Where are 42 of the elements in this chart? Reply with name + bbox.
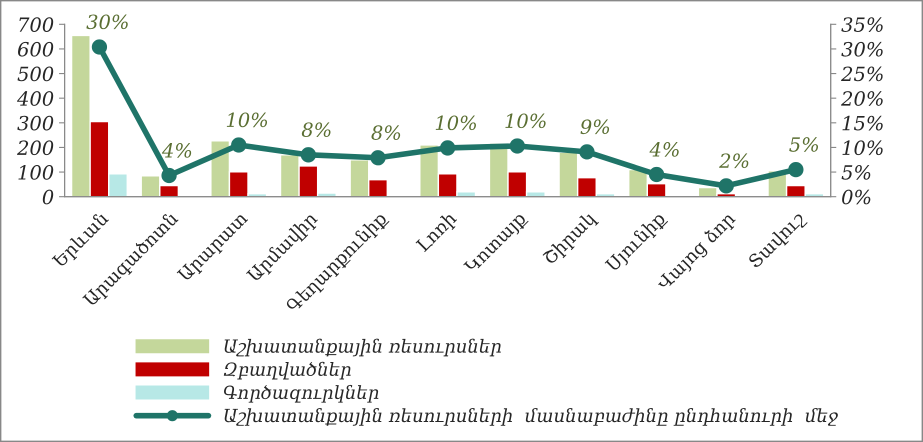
y2-tick-label: 35% (841, 17, 883, 32)
y-tick-label: 500 (18, 66, 54, 82)
y-tick-label: 600 (18, 42, 54, 57)
y-tick-label: 300 (17, 116, 54, 130)
y2-tick-label: 10% (842, 140, 883, 156)
point (161, 168, 177, 184)
point (370, 150, 386, 166)
y-tick-label: 400 (17, 91, 54, 106)
y2-tick-label: 15% (842, 116, 883, 130)
data-label: 9% (580, 119, 610, 134)
y2-tick-label: 20% (841, 91, 883, 106)
legend-label: Գործազուրկներ (224, 384, 378, 403)
data-label: 30% (86, 14, 128, 30)
point (648, 166, 664, 182)
data-label: 4% (649, 142, 679, 157)
point (92, 39, 108, 55)
data-label: 4% (162, 143, 192, 158)
data-label: 8% (371, 125, 400, 140)
data-label: 10% (226, 112, 268, 128)
y2-tick-label: 30% (841, 42, 883, 57)
data-label: 5% (789, 137, 818, 152)
y-tick-label: 700 (19, 17, 54, 32)
legend-label: Աշխատանքային ռեսուրսներ (224, 338, 501, 356)
data-label: 8% (302, 122, 330, 138)
point (300, 147, 316, 162)
data-label: 10% (436, 115, 476, 130)
legend-label: Աշխատանքային ռեսուրսների մասնաբաժինը ընդհանուրի մեջ (224, 408, 838, 426)
point (231, 137, 246, 153)
point (788, 162, 804, 178)
y2-tick-label: 25% (841, 66, 883, 82)
y2-tick-label: 5% (842, 165, 870, 180)
point (510, 138, 525, 154)
point (718, 178, 734, 194)
y2-tick-label: 0% (842, 190, 870, 204)
point (579, 144, 595, 160)
legend-label: Զբաղվածներ (224, 362, 351, 380)
point (440, 140, 456, 156)
y-tick-label: 0 (42, 190, 54, 204)
data-label: 10% (505, 113, 546, 128)
y-tick-label: 200 (17, 140, 54, 156)
data-label: 2% (719, 153, 748, 168)
y-tick-label: 100 (18, 165, 54, 180)
